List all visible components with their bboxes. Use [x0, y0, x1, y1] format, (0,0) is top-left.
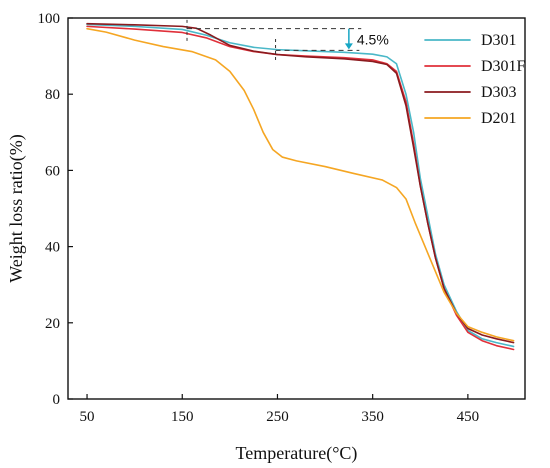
- legend-label-d301f: D301F: [481, 58, 526, 75]
- y-tick-label-80: 80: [45, 87, 60, 103]
- x-tick-label-250: 250: [266, 409, 289, 425]
- legend-label-d303: D303: [481, 84, 517, 101]
- series-line-d201: [86, 27, 515, 342]
- y-tick-label-60: 60: [45, 163, 60, 179]
- annotation-arrow-head: [344, 43, 353, 50]
- y-tick-label-0: 0: [53, 392, 61, 408]
- x-axis-label: Temperature(°C): [236, 443, 358, 464]
- plot-border: [67, 17, 526, 400]
- y-axis-label: Weight loss ratio(%): [6, 134, 27, 283]
- x-tick-label-50: 50: [80, 409, 95, 425]
- x-tick-label-150: 150: [171, 409, 194, 425]
- series-line-d301f: [86, 25, 515, 351]
- annotation-layer: 4.5%: [186, 19, 389, 62]
- series-layer: [86, 22, 515, 351]
- annotation-label: 4.5%: [357, 32, 389, 48]
- legend: D301 D301F D303 D201: [424, 32, 526, 127]
- y-tick-label-20: 20: [45, 316, 60, 332]
- x-tick-label-350: 350: [361, 409, 384, 425]
- x-tick-label-450: 450: [457, 409, 480, 425]
- y-tick-label-40: 40: [45, 240, 60, 256]
- legend-label-d201: D201: [481, 110, 517, 127]
- y-tick-label-100: 100: [38, 11, 61, 27]
- axis-layer: 50 150 250 350 450 0 20 40 60 80 100: [38, 11, 480, 425]
- legend-label-d301: D301: [481, 32, 517, 49]
- plot-frame: [67, 17, 526, 400]
